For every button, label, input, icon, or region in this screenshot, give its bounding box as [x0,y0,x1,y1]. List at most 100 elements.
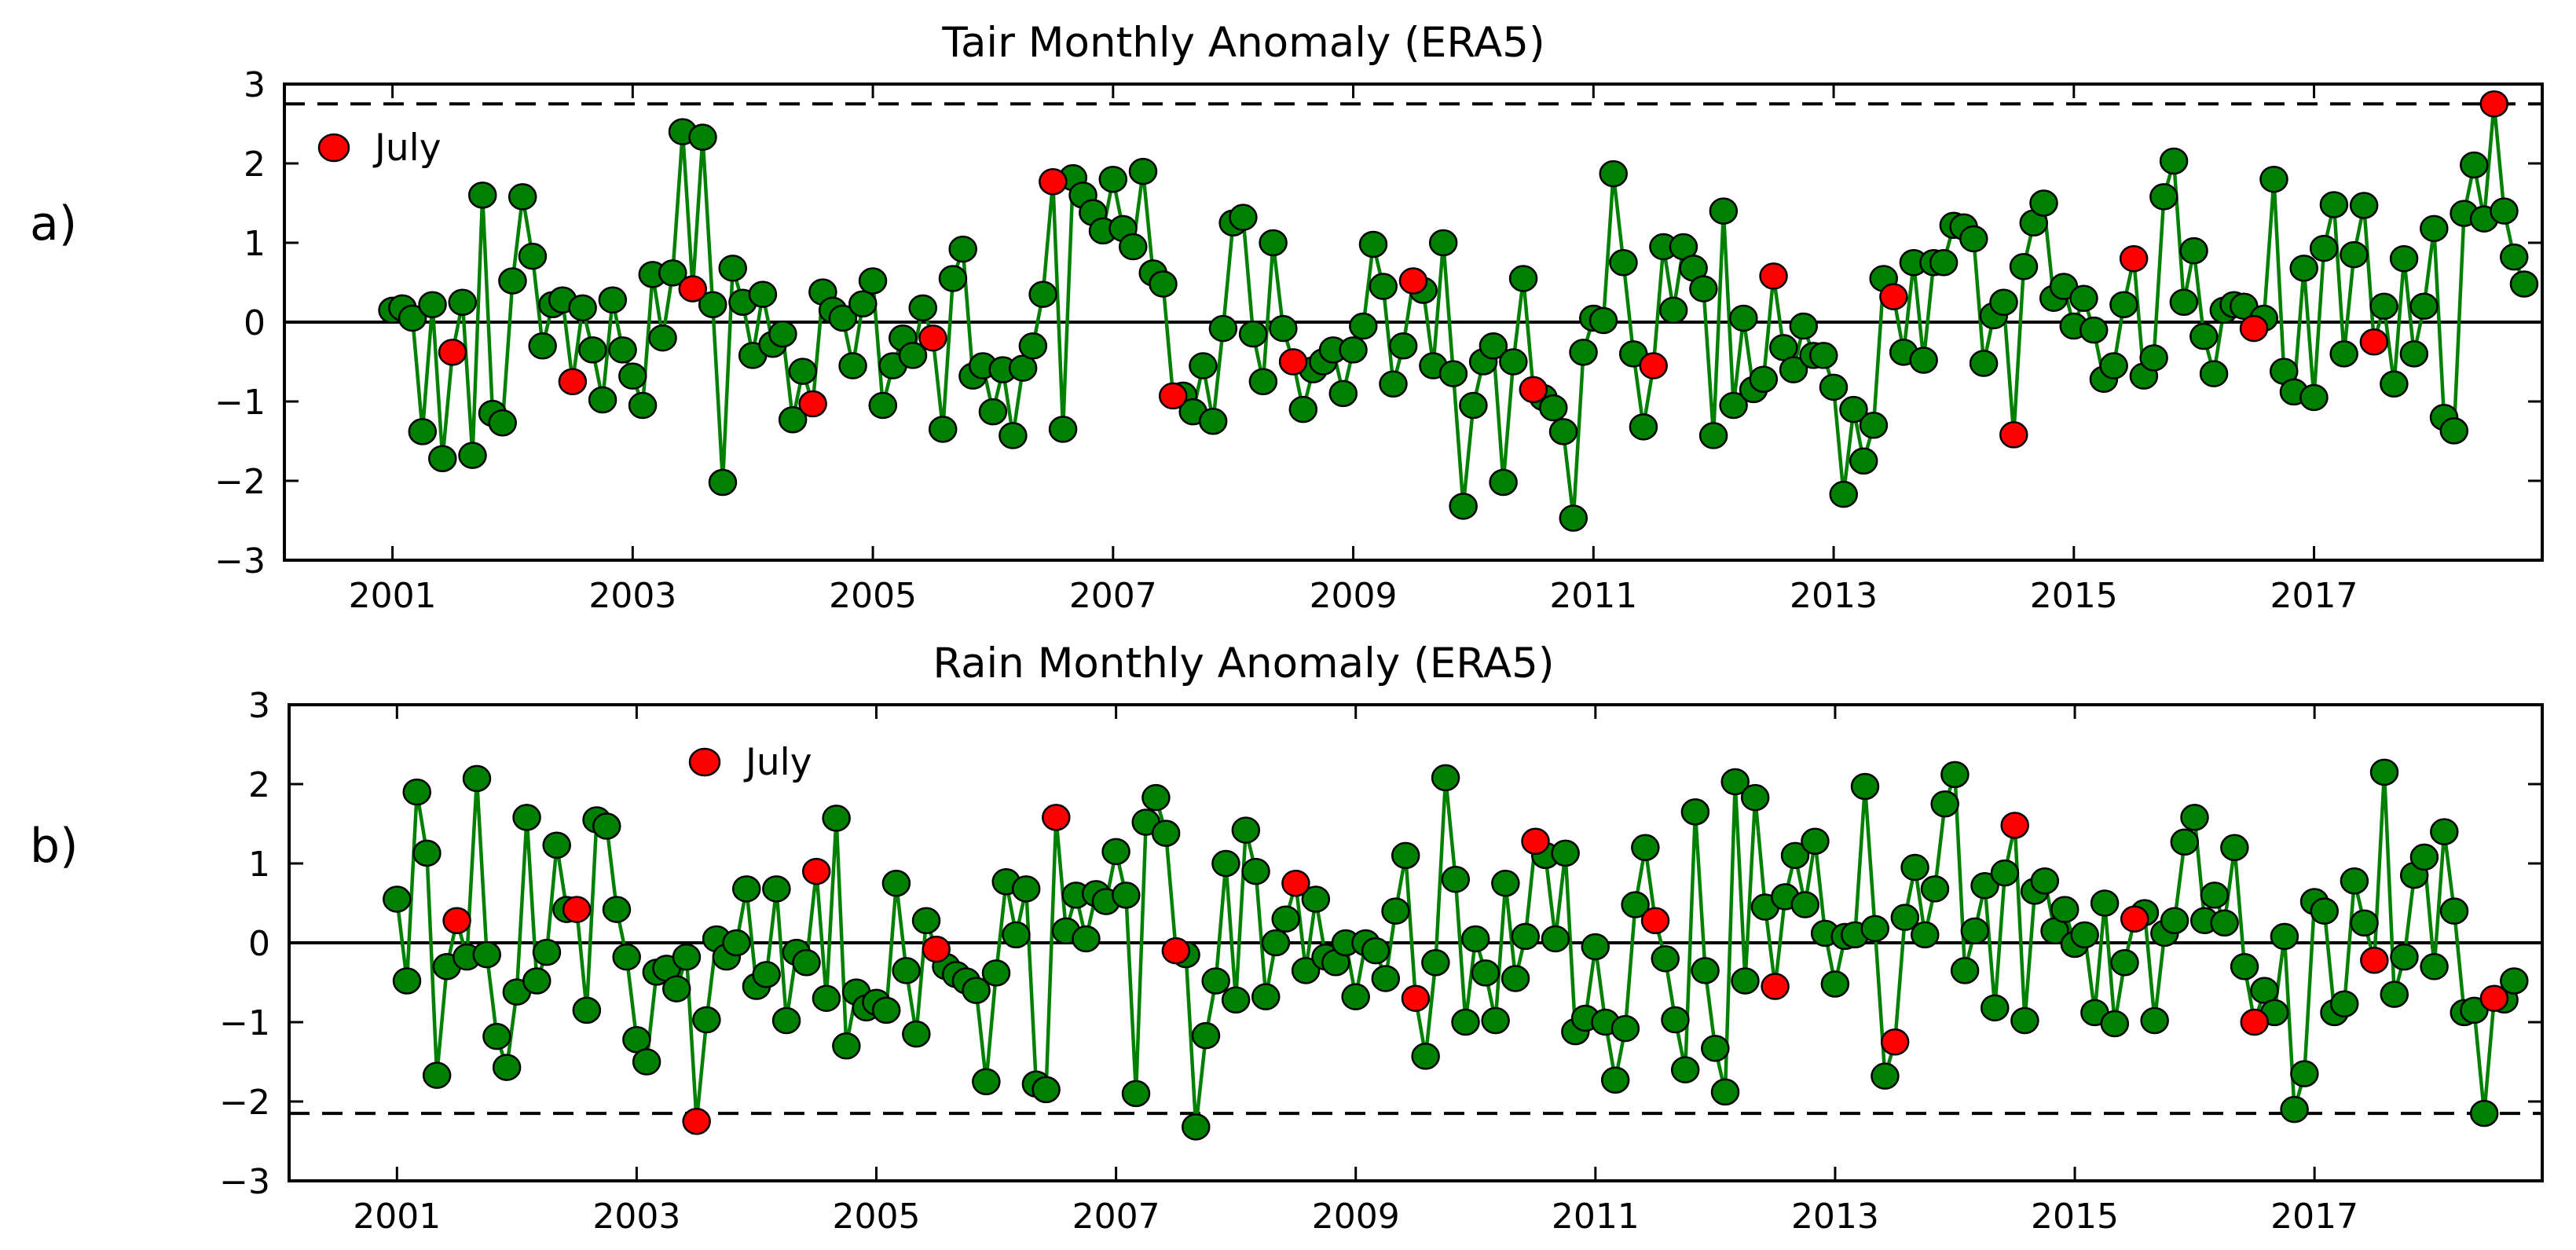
data-point-b [1631,834,1660,862]
july-point-a [1639,352,1668,379]
data-point-a [1328,379,1358,408]
data-point-b [2390,943,2419,971]
data-point-b [2230,953,2259,981]
data-point-b [1651,944,1680,973]
data-point-b [762,875,791,903]
data-point-a [1438,360,1468,387]
y-tick-label-b: 2 [248,765,270,805]
july-point-a [1879,283,1908,310]
data-point-b [1871,1062,1900,1090]
july-point-a [678,275,708,302]
july-point-a [1398,267,1428,295]
data-point-a [688,123,717,151]
data-point-a [978,398,1008,426]
july-point-a [2479,90,2508,118]
y-tick-label-a: 1 [244,224,266,264]
data-point-b [2439,897,2469,925]
panel-b: b) Rain Monthly Anomaly (ERA5) 2001 2003 2… [30,640,2544,1237]
data-point-b [672,943,702,971]
data-point-a [1358,230,1388,258]
data-point-b [2110,949,2139,977]
data-point-a [2009,253,2039,280]
x-tick-label-b: 2011 [1552,1197,1640,1237]
data-point-b [1680,798,1710,826]
data-point-a [608,336,637,364]
data-point-b [2350,909,2379,937]
plot-frame-a [283,82,2544,562]
data-point-b [1820,970,1850,998]
data-point-a [2189,322,2219,350]
data-point-a [1548,418,1578,445]
plot-area-b: 2001 2003 2005 2007 2009 2011 2013 2015 2017−3−2… [219,686,2544,1237]
data-point-b [1621,891,1650,918]
data-point-b [1431,764,1460,792]
data-point-b [2100,1010,2130,1038]
x-tick-label-a: 2007 [1069,576,1157,616]
july-point-a [1519,376,1548,404]
data-point-b [1960,917,1990,945]
data-point-a [628,391,658,420]
data-point-b [1241,857,1270,885]
data-point-a [1569,339,1598,366]
july-point-a [1759,262,1788,290]
data-point-b [1002,921,1031,949]
july-point-a [438,339,467,366]
data-point-a [2109,291,2138,319]
july-point-a [2359,328,2389,356]
july-point-b [682,1108,711,1135]
data-point-b [542,831,571,860]
data-point-a [2099,352,2128,379]
data-point-a [528,332,557,360]
data-point-b [871,996,901,1025]
july-point-b [1880,1028,1910,1056]
data-point-a [458,442,487,469]
data-point-a [588,386,617,414]
data-point-b [2180,804,2209,831]
data-point-a [1709,197,1739,225]
july-point-b [922,935,951,963]
data-point-a [768,320,797,348]
data-point-a [1388,332,1418,360]
y-tick-label-b: −1 [219,1003,270,1043]
data-point-a [1379,370,1408,398]
data-point-a [428,445,457,472]
x-tick-label-a: 2005 [829,576,917,616]
data-point-a [1658,296,1688,324]
data-point-b [2420,953,2449,981]
data-point-b [2310,897,2340,925]
data-point-b [1940,761,1970,789]
data-point-b [522,967,551,995]
chart-title-b: Rain Monthly Anomaly (ERA5) [933,640,1554,687]
data-point-a [838,352,867,379]
data-point-b [2270,922,2299,951]
data-point-a [2299,383,2329,412]
data-point-b [1031,1076,1061,1104]
y-tick-label-b: −3 [219,1162,270,1202]
data-point-a [2340,240,2369,269]
data-point-a [778,405,808,434]
data-point-b [1541,925,1570,953]
data-point-b [512,804,541,831]
data-point-b [822,805,851,832]
data-point-b [1291,957,1321,984]
data-point-b [981,959,1011,987]
data-point-a [999,422,1028,449]
data-point-b [532,938,562,966]
data-point-a [2079,316,2109,344]
data-point-b [412,839,442,867]
data-point-b [2280,1095,2309,1124]
data-point-a [2409,292,2439,321]
x-tick-label-b: 2003 [592,1197,680,1237]
july-point-b [801,857,831,885]
data-point-b [2010,1006,2039,1035]
data-point-b [1890,904,1920,931]
july-point-a [1039,167,1068,196]
data-point-a [488,409,517,437]
data-point-a [1508,265,1538,292]
data-point-b [902,1020,931,1048]
data-point-a [1729,304,1758,332]
data-point-b [482,1022,511,1050]
data-point-b [1271,905,1300,933]
data-point-b [1850,772,1880,801]
